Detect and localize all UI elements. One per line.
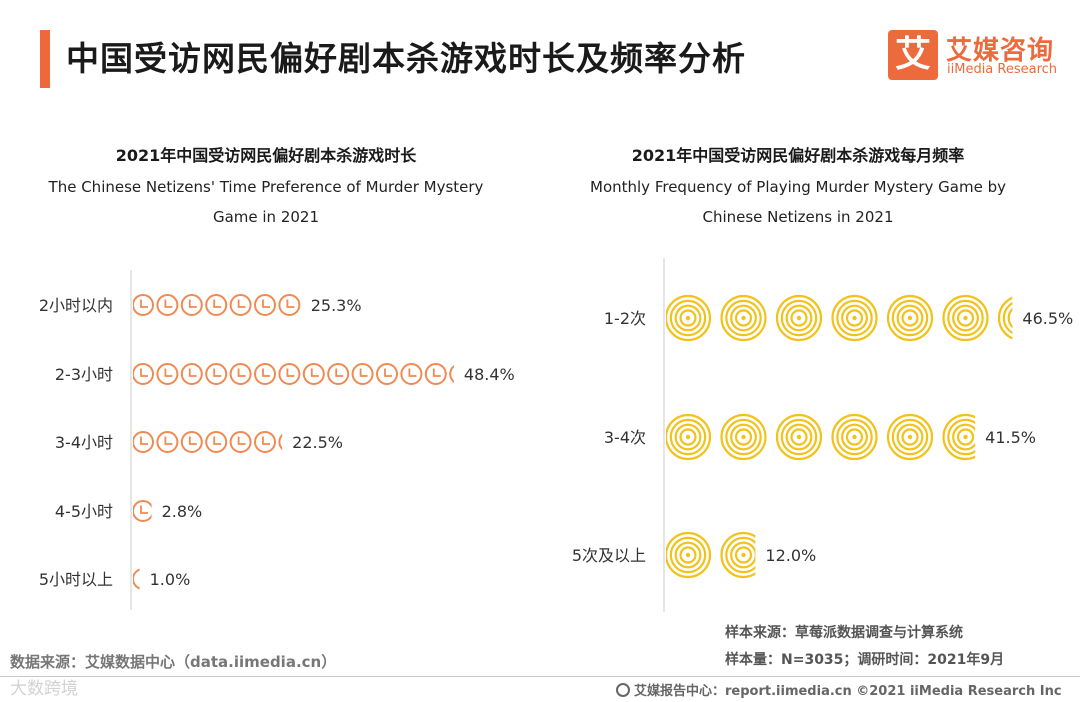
clock-icon: [278, 433, 283, 451]
clock-icon: [376, 363, 398, 385]
frequency-category-label: 1-2次: [604, 309, 646, 328]
duration-bar-4-5: [133, 500, 152, 522]
duration-bar-3-4: [133, 431, 283, 453]
duration-value-label: 2.8%: [162, 502, 203, 521]
clock-icon: [278, 294, 301, 316]
duration-category-label: 2-3小时: [55, 365, 113, 384]
target-icon: [720, 413, 767, 461]
target-icon: [886, 294, 934, 342]
clock-icon: [254, 363, 276, 385]
sample-source-note: 样本来源：草莓派数据调查与计算系统: [725, 625, 963, 641]
frequency-chart-heading: 2021年中国受访网民偏好剧本杀游戏每月频率 Monthly Frequency…: [578, 144, 1018, 232]
duration-chart-heading: 2021年中国受访网民偏好剧本杀游戏时长 The Chinese Netizen…: [46, 144, 486, 232]
frequency-value-label: 12.0%: [765, 546, 816, 565]
clock-icon: [180, 294, 203, 316]
clock-icon: [205, 294, 228, 316]
frequency-bar-3-4: [666, 413, 976, 461]
frequency-chart-title: 2021年中国受访网民偏好剧本杀游戏每月频率: [631, 146, 965, 165]
target-icon: [886, 413, 934, 461]
clock-icon: [351, 363, 374, 385]
clock-icon: [156, 294, 179, 316]
clock-icon: [229, 363, 252, 385]
target-icon: [775, 413, 823, 461]
data-source-note: 数据来源：艾媒数据中心（data.iimedia.cn）: [10, 653, 337, 671]
target-icon: [720, 531, 756, 579]
duration-category-label: 4-5小时: [55, 502, 113, 521]
clock-icon: [133, 363, 154, 385]
target-icon: [942, 413, 976, 461]
logo-cn-text: 艾媒咨询: [946, 36, 1055, 66]
frequency-category-label: 5次及以上: [572, 546, 646, 565]
logo-en-text: iiMedia Research: [947, 62, 1058, 77]
frequency-value-label: 41.5%: [985, 428, 1036, 447]
globe-icon: [616, 683, 630, 697]
duration-chart-subtitle: The Chinese Netizens' Time Preference of…: [48, 178, 484, 226]
clock-icon: [254, 431, 276, 453]
duration-value-label: 1.0%: [150, 570, 191, 589]
target-icon: [831, 294, 878, 342]
clock-icon: [400, 363, 423, 385]
clock-icon: [205, 363, 228, 385]
clock-icon: [156, 363, 179, 385]
target-icon: [666, 531, 712, 579]
target-icon: [775, 294, 823, 342]
duration-category-label: 2小时以内: [39, 296, 113, 315]
clock-icon: [424, 363, 447, 385]
target-icon: [831, 413, 878, 461]
brand-logo: 艾 艾媒咨询 iiMedia Research: [888, 30, 1068, 82]
duration-bar-2-3: [133, 363, 454, 385]
duration-value-label: 48.4%: [464, 365, 515, 384]
clock-icon: [254, 294, 276, 316]
clock-icon: [156, 431, 179, 453]
clock-icon: [278, 363, 301, 385]
target-icon: [720, 294, 767, 342]
frequency-bar-5: [666, 531, 756, 579]
frequency-value-label: 46.5%: [1022, 309, 1073, 328]
clock-icon: [229, 431, 252, 453]
title-accent-bar: [40, 30, 50, 88]
target-icon: [942, 294, 989, 342]
footer-text: 艾媒报告中心：report.iimedia.cn ©2021 iiMedia R…: [634, 684, 1062, 699]
duration-value-label: 22.5%: [292, 433, 343, 452]
clock-icon: [229, 294, 252, 316]
duration-value-label: 25.3%: [311, 296, 362, 315]
target-icon: [666, 413, 712, 461]
target-icon: [997, 296, 1013, 340]
clock-icon: [327, 363, 350, 385]
clock-icon: [133, 500, 152, 522]
clock-icon: [180, 363, 203, 385]
target-icon: [666, 294, 712, 342]
footer: 艾媒报告中心：report.iimedia.cn ©2021 iiMedia R…: [616, 680, 1062, 699]
logo-mark: 艾: [888, 30, 938, 80]
footer-divider: [0, 676, 1080, 677]
clock-icon: [302, 363, 325, 385]
frequency-bar-1-2: [666, 294, 1013, 342]
clock-icon: [205, 431, 228, 453]
duration-category-label: 3-4小时: [55, 433, 113, 452]
duration-category-label: 5小时以上: [39, 570, 113, 589]
page-title: 中国受访网民偏好剧本杀游戏时长及频率分析: [66, 39, 746, 78]
clock-icon: [180, 431, 203, 453]
frequency-category-label: 3-4次: [604, 428, 646, 447]
sample-size-note: 样本量：N=3035；调研时间：2021年9月: [725, 652, 1005, 668]
watermark: 大数跨境: [10, 679, 78, 699]
clock-icon: [449, 364, 454, 384]
clock-icon: [133, 294, 154, 316]
duration-bar-2: [133, 294, 301, 316]
clock-icon: [133, 431, 154, 453]
duration-chart-title: 2021年中国受访网民偏好剧本杀游戏时长: [115, 146, 417, 165]
frequency-chart-subtitle: Monthly Frequency of Playing Murder Myst…: [590, 178, 1006, 226]
